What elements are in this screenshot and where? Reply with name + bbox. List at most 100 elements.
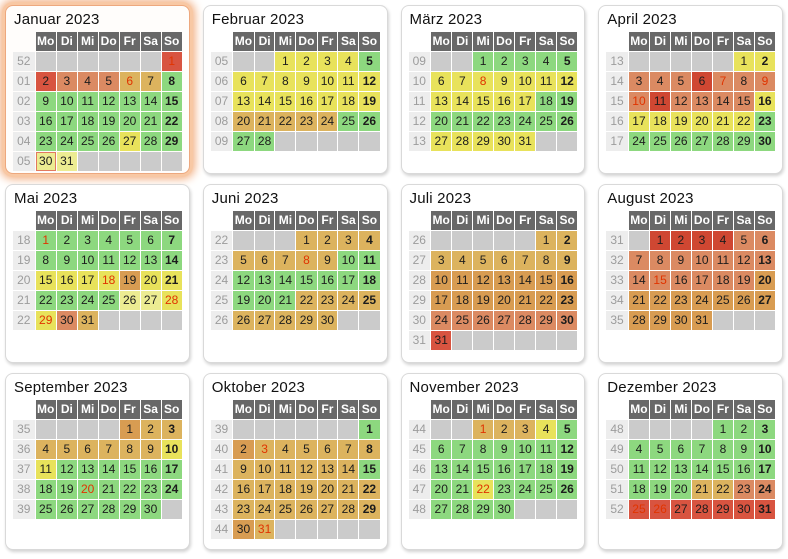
day-cell-april-22[interactable]: 22 <box>733 112 754 131</box>
day-cell-oktober-23[interactable]: 23 <box>233 500 254 519</box>
day-cell-september-11[interactable]: 11 <box>35 460 56 479</box>
day-cell-dezember-31[interactable]: 31 <box>754 500 775 519</box>
day-cell-juli-20[interactable]: 20 <box>494 291 515 310</box>
day-cell-juli-11[interactable]: 11 <box>452 271 473 290</box>
day-cell-august-14[interactable]: 14 <box>628 271 650 290</box>
day-cell-dezember-14[interactable]: 14 <box>691 460 713 479</box>
day-cell-oktober-28[interactable]: 28 <box>338 500 359 519</box>
day-cell-maerz-18[interactable]: 18 <box>536 92 557 111</box>
day-cell-juni-19[interactable]: 19 <box>233 291 254 310</box>
day-cell-mai-13[interactable]: 13 <box>140 251 161 270</box>
day-cell-august-24[interactable]: 24 <box>691 291 713 310</box>
day-cell-juli-9[interactable]: 9 <box>557 251 578 270</box>
day-cell-september-23[interactable]: 23 <box>140 480 161 499</box>
day-cell-oktober-20[interactable]: 20 <box>317 480 338 499</box>
day-cell-mai-1[interactable]: 1 <box>35 231 56 250</box>
day-cell-september-26[interactable]: 26 <box>56 500 77 519</box>
day-cell-oktober-13[interactable]: 13 <box>317 460 338 479</box>
day-cell-maerz-23[interactable]: 23 <box>494 112 515 131</box>
day-cell-september-4[interactable]: 4 <box>35 440 56 459</box>
day-cell-mai-4[interactable]: 4 <box>98 231 119 250</box>
day-cell-juni-21[interactable]: 21 <box>275 291 296 310</box>
day-cell-april-5[interactable]: 5 <box>670 72 691 91</box>
day-cell-februar-2[interactable]: 2 <box>296 52 317 71</box>
day-cell-maerz-19[interactable]: 19 <box>557 92 578 111</box>
day-cell-juli-24[interactable]: 24 <box>431 311 452 330</box>
day-cell-februar-27[interactable]: 27 <box>233 132 254 151</box>
day-cell-november-28[interactable]: 28 <box>452 500 473 519</box>
day-cell-juli-5[interactable]: 5 <box>473 251 494 270</box>
day-cell-januar-23[interactable]: 23 <box>35 132 56 151</box>
day-cell-august-28[interactable]: 28 <box>628 311 650 330</box>
day-cell-februar-5[interactable]: 5 <box>359 52 380 71</box>
day-cell-april-17[interactable]: 17 <box>628 112 650 131</box>
day-cell-dezember-29[interactable]: 29 <box>713 500 733 519</box>
day-cell-mai-19[interactable]: 19 <box>119 271 140 290</box>
day-cell-dezember-6[interactable]: 6 <box>670 440 691 459</box>
day-cell-juli-17[interactable]: 17 <box>431 291 452 310</box>
day-cell-oktober-19[interactable]: 19 <box>296 480 317 499</box>
day-cell-august-3[interactable]: 3 <box>691 231 713 250</box>
day-cell-juni-15[interactable]: 15 <box>296 271 317 290</box>
day-cell-juli-30[interactable]: 30 <box>557 311 578 330</box>
day-cell-august-9[interactable]: 9 <box>670 251 691 270</box>
day-cell-juli-16[interactable]: 16 <box>557 271 578 290</box>
day-cell-maerz-24[interactable]: 24 <box>515 112 536 131</box>
day-cell-november-3[interactable]: 3 <box>515 420 536 439</box>
day-cell-maerz-22[interactable]: 22 <box>473 112 494 131</box>
day-cell-dezember-28[interactable]: 28 <box>691 500 713 519</box>
day-cell-mai-12[interactable]: 12 <box>119 251 140 270</box>
day-cell-november-30[interactable]: 30 <box>494 500 515 519</box>
day-cell-dezember-27[interactable]: 27 <box>670 500 691 519</box>
day-cell-maerz-14[interactable]: 14 <box>452 92 473 111</box>
day-cell-juni-17[interactable]: 17 <box>338 271 359 290</box>
day-cell-oktober-9[interactable]: 9 <box>233 460 254 479</box>
day-cell-august-11[interactable]: 11 <box>713 251 733 270</box>
day-cell-dezember-23[interactable]: 23 <box>733 480 754 499</box>
day-cell-juni-12[interactable]: 12 <box>233 271 254 290</box>
day-cell-januar-7[interactable]: 7 <box>140 72 161 91</box>
day-cell-august-18[interactable]: 18 <box>713 271 733 290</box>
day-cell-mai-31[interactable]: 31 <box>77 311 98 330</box>
day-cell-januar-26[interactable]: 26 <box>98 132 119 151</box>
day-cell-oktober-8[interactable]: 8 <box>359 440 380 459</box>
day-cell-februar-23[interactable]: 23 <box>296 112 317 131</box>
day-cell-maerz-7[interactable]: 7 <box>452 72 473 91</box>
day-cell-november-14[interactable]: 14 <box>452 460 473 479</box>
day-cell-maerz-4[interactable]: 4 <box>536 52 557 71</box>
day-cell-september-22[interactable]: 22 <box>119 480 140 499</box>
day-cell-november-9[interactable]: 9 <box>494 440 515 459</box>
day-cell-juli-1[interactable]: 1 <box>536 231 557 250</box>
day-cell-august-2[interactable]: 2 <box>670 231 691 250</box>
day-cell-februar-11[interactable]: 11 <box>338 72 359 91</box>
day-cell-oktober-26[interactable]: 26 <box>296 500 317 519</box>
day-cell-september-5[interactable]: 5 <box>56 440 77 459</box>
day-cell-april-20[interactable]: 20 <box>691 112 713 131</box>
day-cell-oktober-30[interactable]: 30 <box>233 520 254 539</box>
day-cell-oktober-6[interactable]: 6 <box>317 440 338 459</box>
day-cell-september-13[interactable]: 13 <box>77 460 98 479</box>
day-cell-juli-6[interactable]: 6 <box>494 251 515 270</box>
day-cell-juli-2[interactable]: 2 <box>557 231 578 250</box>
day-cell-oktober-14[interactable]: 14 <box>338 460 359 479</box>
day-cell-april-8[interactable]: 8 <box>733 72 754 91</box>
day-cell-august-30[interactable]: 30 <box>670 311 691 330</box>
day-cell-april-4[interactable]: 4 <box>650 72 670 91</box>
day-cell-november-27[interactable]: 27 <box>431 500 452 519</box>
day-cell-oktober-11[interactable]: 11 <box>275 460 296 479</box>
day-cell-april-30[interactable]: 30 <box>754 132 775 151</box>
day-cell-februar-22[interactable]: 22 <box>275 112 296 131</box>
day-cell-januar-15[interactable]: 15 <box>161 92 182 111</box>
day-cell-maerz-31[interactable]: 31 <box>515 132 536 151</box>
day-cell-januar-28[interactable]: 28 <box>140 132 161 151</box>
day-cell-februar-3[interactable]: 3 <box>317 52 338 71</box>
day-cell-august-15[interactable]: 15 <box>650 271 670 290</box>
day-cell-juni-11[interactable]: 11 <box>359 251 380 270</box>
day-cell-september-3[interactable]: 3 <box>161 420 182 439</box>
day-cell-september-19[interactable]: 19 <box>56 480 77 499</box>
day-cell-dezember-20[interactable]: 20 <box>670 480 691 499</box>
day-cell-januar-10[interactable]: 10 <box>56 92 77 111</box>
day-cell-oktober-15[interactable]: 15 <box>359 460 380 479</box>
day-cell-oktober-1[interactable]: 1 <box>359 420 380 439</box>
day-cell-august-29[interactable]: 29 <box>650 311 670 330</box>
